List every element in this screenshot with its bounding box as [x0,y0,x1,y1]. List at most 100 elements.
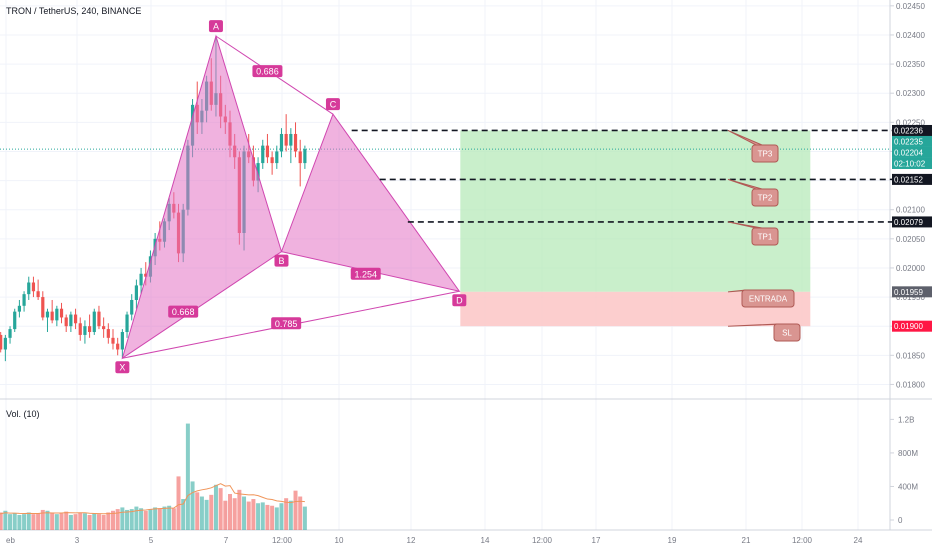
volume-bar [40,509,45,530]
candle [92,308,96,335]
volume-bar [260,502,265,530]
price-label-text: 0.01900 [894,322,923,331]
volume-bar [171,508,176,530]
price-tick-label: 0.02050 [896,235,925,244]
time-tick-label: 12:00 [792,536,813,545]
callout-tp3: TP3 [727,130,779,163]
candle-body [275,151,279,164]
volume-bar [162,506,167,530]
time-tick-label: eb [6,536,15,545]
price-tick-label: 0.01800 [896,380,925,389]
price-tick-label: 0.02000 [896,264,925,273]
price-tick-label: 0.01950 [896,293,925,302]
candle-body [139,273,143,286]
pattern-point-d: D [452,294,467,307]
candle-body [78,323,82,335]
price-label-box [892,146,932,158]
price-label-text: 02:10:02 [894,159,926,168]
volume-bar [139,508,144,530]
price-tick-label: 0.02250 [896,118,925,127]
price-label: 02:10:02 [892,157,932,169]
candle [0,332,3,353]
candle [27,276,31,300]
candle [298,139,302,187]
callout-text: TP1 [758,233,773,242]
volume-bar [12,513,17,530]
candle-body [298,151,302,164]
volume-bar [157,508,162,530]
candle-body [50,311,54,321]
candle-body [102,326,106,330]
volume-bar [190,481,195,530]
candle [22,291,26,312]
price-label-box [892,157,932,169]
candle-body [134,285,138,300]
candle-body [270,157,274,164]
volume-bar [125,509,130,530]
volume-bar [246,501,251,530]
volume-bar [106,512,111,530]
ratio-label: 1.254 [350,267,381,280]
candle [106,323,110,344]
candle [8,326,12,344]
price-label-box [892,320,932,332]
candle [50,299,54,324]
time-tick-label: 5 [149,536,154,545]
candle [45,308,50,333]
volume-bar [148,509,153,530]
candle-body [73,314,78,324]
volume-bar [228,494,232,530]
candle-body [13,311,17,330]
callout-text: TP2 [758,194,773,203]
candle [134,279,138,309]
pattern-point-label: C [330,100,337,110]
price-label: 0.02152 [892,173,932,185]
pattern-triangle-bcd [280,113,461,293]
time-tick-label: 3 [75,536,80,545]
pattern-point-box [274,254,289,267]
pattern-point-label: A [213,22,219,32]
candle [265,133,270,164]
candle-body [8,329,12,338]
callout-box [751,227,779,246]
volume-bar [64,511,69,530]
volume-tick-label: 0 [898,516,903,525]
pattern-point-label: B [278,256,284,266]
ratio-box [252,65,283,78]
candle-body [17,305,21,312]
candle-body [55,308,59,321]
pattern-point-label: D [456,296,463,306]
volume-bar [17,514,22,530]
callout-tp2: TP2 [727,178,779,207]
candle-body [303,149,307,164]
volume-bar [199,496,204,530]
pattern-triangle-xab [121,34,283,360]
volume-bar [204,499,209,530]
candle [83,320,87,344]
price-label-text: 0.02079 [894,218,923,227]
price-tick-label: 0.02100 [896,206,925,215]
candle [111,329,115,350]
callout-text: ENTRADA [749,295,788,304]
volume-bar [68,514,73,530]
candle [41,291,45,321]
candle [120,329,124,359]
ratio-box [168,305,199,318]
volume-bar [265,504,270,530]
candle-body [106,329,110,338]
candle [130,294,134,321]
candle [97,305,101,330]
volume-bar [120,507,125,530]
pattern-point-a: A [208,20,223,33]
time-axis: eb 3 5 7 12:00 10 12 14 12:00 17 19 21 12:00 24 [6,536,863,545]
volume-bar [50,512,55,530]
candle-body [64,317,68,327]
ratio-value: 0.785 [275,319,298,329]
candle-body [3,337,7,350]
volume-bar [185,423,190,530]
volume-bar [87,514,92,530]
ratio-label: 0.785 [271,317,302,330]
price-label-text: 0.02204 [894,148,923,157]
